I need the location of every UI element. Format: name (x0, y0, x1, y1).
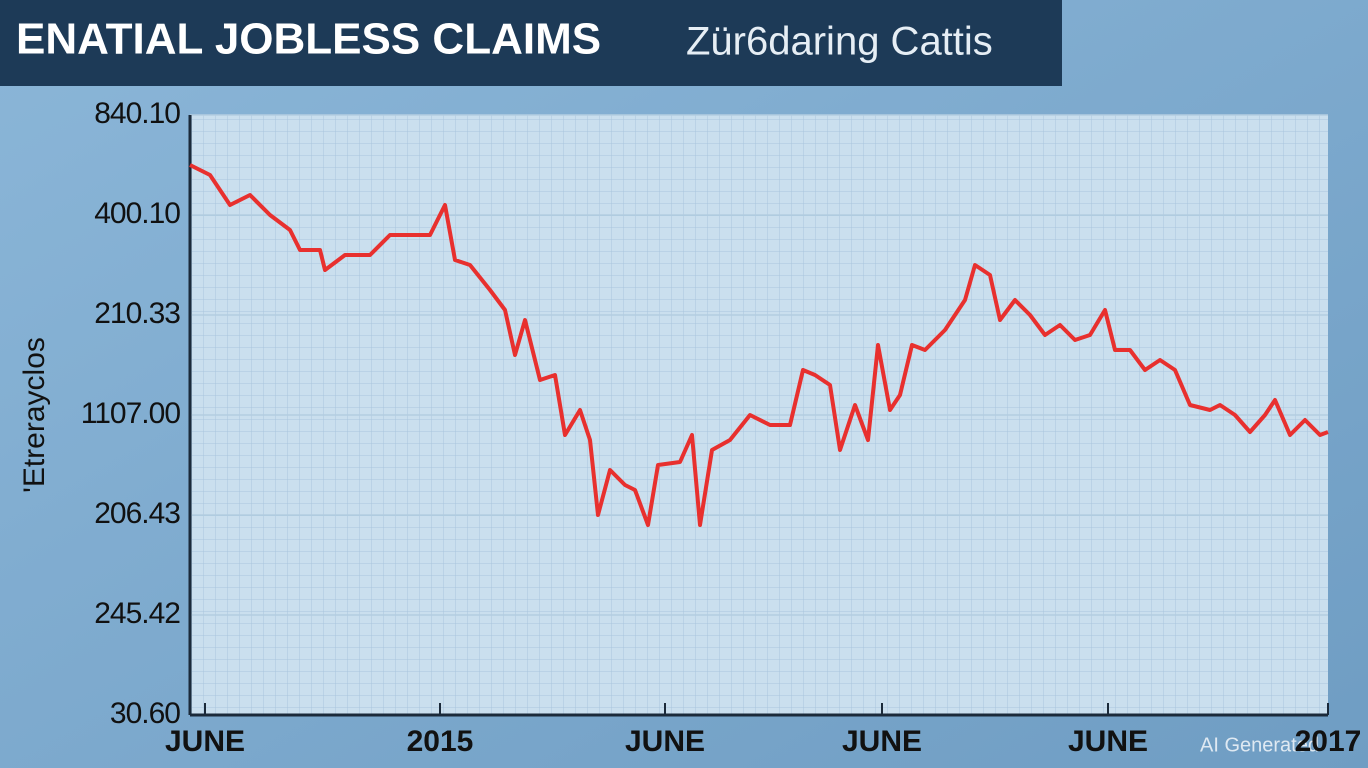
watermark: AI Generated (1200, 734, 1319, 756)
y-tick-label: 400.10 (94, 197, 180, 230)
line-series (189, 163, 1329, 527)
title-bar (0, 0, 1062, 86)
y-tick-label: 206.43 (94, 497, 180, 530)
x-tick-label: 2017 (1295, 725, 1362, 758)
y-tick-label: 840.10 (94, 97, 180, 130)
y-tick-label: 245.42 (94, 597, 180, 630)
x-tick-label: JUNE (842, 725, 922, 758)
y-tick-label: 1107.00 (81, 397, 181, 430)
chart-subtitle: Zür6daring Cattis (686, 20, 993, 64)
y-tick-label: 30.60 (110, 697, 180, 730)
x-tick-label: 2015 (407, 725, 474, 758)
y-tick-label: 210.33 (94, 297, 180, 330)
y-axis-label: 'Etrerayclos (18, 337, 51, 493)
chart-title: ENATIAL JOBLESS CLAIMS (16, 15, 601, 64)
x-tick-label: JUNE (625, 725, 705, 758)
x-tick-label: JUNE (165, 725, 245, 758)
x-tick-label: JUNE (1068, 725, 1148, 758)
